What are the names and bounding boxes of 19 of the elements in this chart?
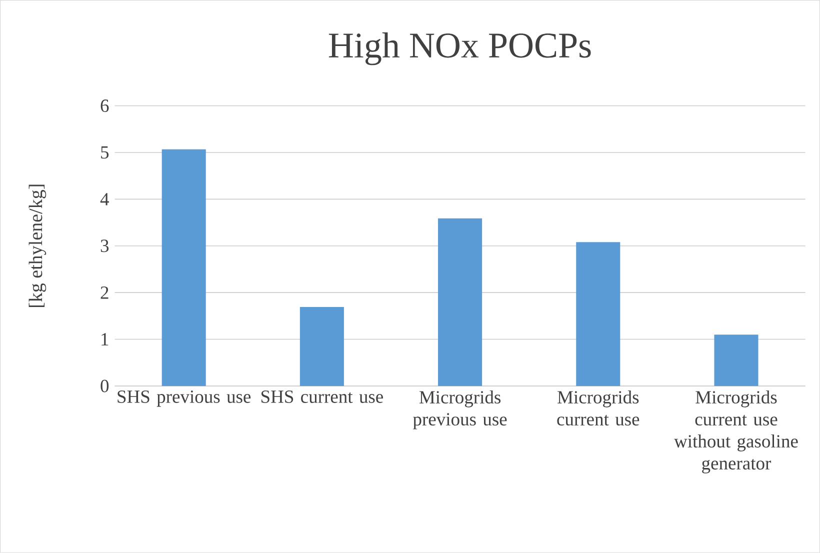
y-tick-label: 3 [100,240,109,252]
y-tick-label: 2 [100,286,108,299]
bar [714,334,758,386]
y-axis-title: [kg ethylene/kg] [28,184,46,308]
y-tick-label: 6 [100,100,109,112]
bar [162,149,206,386]
y-tick-label: 5 [101,146,109,159]
bar [438,218,482,386]
x-tick-label: Microgrids current use [557,390,640,426]
bar [300,307,344,386]
bar [576,242,620,386]
x-tick-label: SHS current use [261,390,383,404]
y-tick-label: 1 [102,333,108,346]
x-tick-label: SHS previous use [118,390,251,407]
y-tick-label: 0 [100,380,109,392]
y-tick-label: 4 [100,193,109,206]
chart-title: High NOx POCPs [328,32,591,66]
x-tick-label: Microgrids previous use [413,390,507,430]
x-tick-label: Microgrids current use without gasoline generator [674,390,798,474]
